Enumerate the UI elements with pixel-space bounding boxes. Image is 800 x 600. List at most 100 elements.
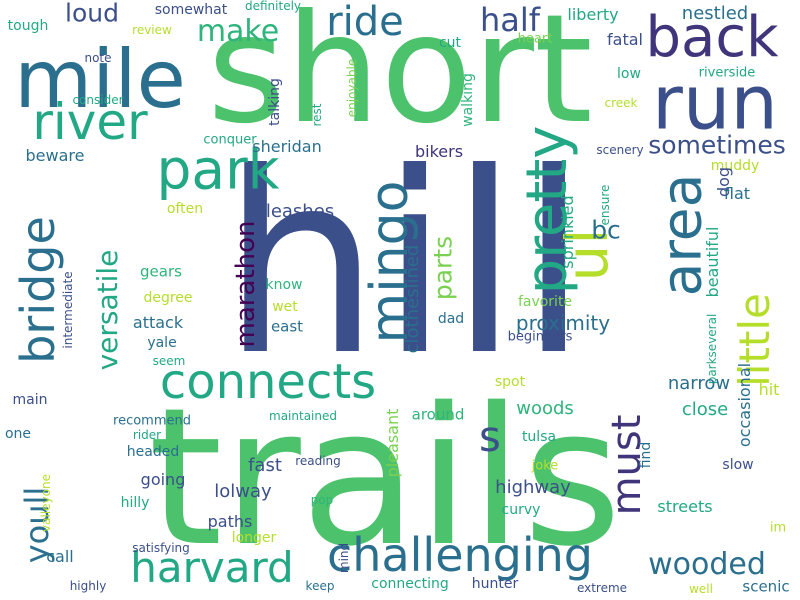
word-curvy: curvy <box>501 502 541 518</box>
word-note: note <box>84 51 112 65</box>
word-enjoyable: enjoyable <box>345 58 359 118</box>
word-east: east <box>270 317 304 336</box>
word-one: one <box>4 426 32 442</box>
word-woods: woods <box>516 398 574 419</box>
word-bikers: bikers <box>414 142 464 161</box>
word-joke: joke <box>531 458 559 474</box>
word-review: review <box>132 23 172 37</box>
word-around: around <box>411 405 465 424</box>
word-hilly: hilly <box>120 495 150 511</box>
word-lolway: lolway <box>214 481 272 502</box>
word-muddy: muddy <box>710 158 760 174</box>
word-beginners: beginners <box>507 329 573 345</box>
word-gears: gears <box>140 262 182 281</box>
word-scenery: scenery <box>596 143 644 157</box>
word-longer: longer <box>231 530 277 546</box>
word-rider: rider <box>132 428 162 442</box>
word-hill: hill <box>221 119 589 410</box>
word-yale: yale <box>147 335 177 351</box>
word-bridge: bridge <box>11 216 65 364</box>
word-pop: pop <box>310 493 334 507</box>
word-call: call <box>46 547 74 566</box>
word-rest: rest <box>310 103 324 127</box>
word-liberty: liberty <box>567 5 619 24</box>
word-sheridan: sheridan <box>252 137 322 156</box>
word-tough: tough <box>7 18 49 34</box>
word-streets: streets <box>657 497 713 516</box>
word-pleasant: pleasant <box>383 408 402 478</box>
word-fast: fast <box>248 455 282 476</box>
word-maintained: maintained <box>269 409 337 423</box>
word-clotheslined: clotheslined <box>402 244 423 354</box>
word-well: well <box>689 582 713 596</box>
word-slow: slow <box>722 457 754 473</box>
word-beautiful: beautiful <box>703 226 722 298</box>
word-riverside: riverside <box>698 65 756 81</box>
word-keep: keep <box>305 579 335 593</box>
word-valleyone: valleyone <box>39 474 53 532</box>
word-sprinkled: sprinkled <box>558 195 577 269</box>
word-recommend: recommend <box>113 413 191 429</box>
word-beware: beware <box>25 146 85 165</box>
word-highly: highly <box>69 579 107 593</box>
word-spot: spot <box>494 374 526 390</box>
word-degree: degree <box>143 290 193 306</box>
word-connects: connects <box>159 354 377 410</box>
word-s: s <box>479 412 501 461</box>
word-often: often <box>166 201 204 217</box>
word-sometimes: sometimes <box>648 130 786 160</box>
word-fatal: fatal <box>607 30 643 49</box>
word-definitely: definitely <box>244 0 302 13</box>
word-intermediate: intermediate <box>61 271 75 349</box>
word-parts: parts <box>428 235 458 301</box>
word-somewhat: somewhat <box>154 2 228 18</box>
word-proximity: proximity <box>515 311 611 335</box>
word-scenic: scenic <box>742 577 790 596</box>
word-nestled: nestled <box>681 3 749 24</box>
word-im: im <box>769 520 787 536</box>
word-favorite: favorite <box>517 294 573 310</box>
word-ride: ride <box>326 0 404 45</box>
word-versatile: versatile <box>91 249 124 371</box>
word-talking: talking <box>267 78 283 126</box>
word-bc: bc <box>591 215 621 245</box>
word-flat: flat <box>723 184 751 203</box>
word-marathon: marathon <box>231 220 261 348</box>
word-wooded: wooded <box>648 547 766 582</box>
word-walking: walking <box>460 73 476 127</box>
word-river: river <box>32 93 148 151</box>
word-short: short <box>207 0 593 157</box>
word-mind: mind <box>337 542 351 574</box>
word-leashes: leashes <box>265 201 335 222</box>
word-highway: highway <box>495 477 571 498</box>
word-seem: seem <box>152 354 186 368</box>
word-conquer: conquer <box>203 132 257 148</box>
word-connecting: connecting <box>371 576 449 592</box>
word-mile: mile <box>14 33 186 126</box>
word-creek: creek <box>604 96 638 110</box>
word-find: find <box>638 441 654 469</box>
word-paths: paths <box>207 512 253 531</box>
word-heart: heart <box>517 31 553 47</box>
word-area: area <box>649 173 714 297</box>
word-wet: wet <box>272 299 298 315</box>
word-run: run <box>652 58 778 147</box>
word-hunter: hunter <box>471 576 519 592</box>
word-make: make <box>196 14 280 49</box>
word-harvard: harvard <box>130 543 294 592</box>
word-consider: consider <box>72 93 124 107</box>
word-main: main <box>12 392 48 408</box>
word-going: going <box>140 470 186 489</box>
word-extreme: extreme <box>576 581 628 595</box>
word-narrow: narrow <box>667 373 731 394</box>
word-ensure: ensure <box>598 184 612 226</box>
word-know: know <box>265 277 303 293</box>
word-park: park <box>156 137 280 202</box>
word-occasional: occasional <box>735 362 754 448</box>
word-attack: attack <box>132 313 184 332</box>
word-cut: cut <box>438 35 462 51</box>
word-back: back <box>645 5 779 70</box>
word-half: half <box>479 1 541 39</box>
word-satisfying: satisfying <box>132 541 190 555</box>
